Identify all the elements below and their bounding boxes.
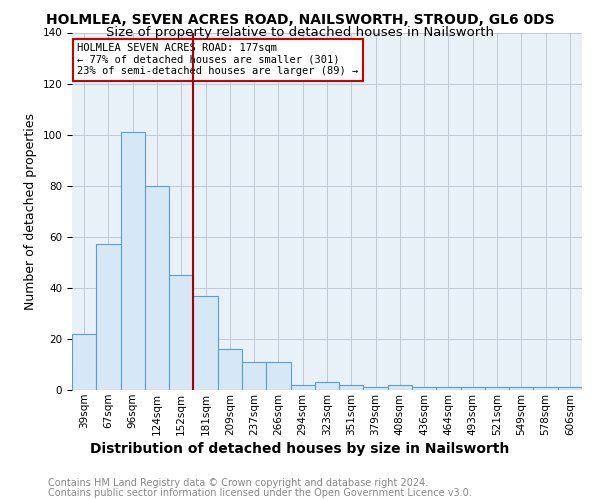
Bar <box>169 275 193 390</box>
Bar <box>558 388 582 390</box>
Bar <box>412 388 436 390</box>
Bar <box>485 388 509 390</box>
Bar <box>266 362 290 390</box>
Bar <box>96 244 121 390</box>
Text: HOLMLEA SEVEN ACRES ROAD: 177sqm
← 77% of detached houses are smaller (301)
23% : HOLMLEA SEVEN ACRES ROAD: 177sqm ← 77% o… <box>77 43 358 76</box>
Bar <box>145 186 169 390</box>
Bar <box>121 132 145 390</box>
Bar <box>388 385 412 390</box>
Bar <box>218 349 242 390</box>
Bar <box>461 388 485 390</box>
Text: Distribution of detached houses by size in Nailsworth: Distribution of detached houses by size … <box>91 442 509 456</box>
Bar <box>533 388 558 390</box>
Bar <box>242 362 266 390</box>
Bar <box>436 388 461 390</box>
Bar <box>72 334 96 390</box>
Bar <box>339 385 364 390</box>
Text: HOLMLEA, SEVEN ACRES ROAD, NAILSWORTH, STROUD, GL6 0DS: HOLMLEA, SEVEN ACRES ROAD, NAILSWORTH, S… <box>46 12 554 26</box>
Bar <box>290 385 315 390</box>
Text: Contains HM Land Registry data © Crown copyright and database right 2024.: Contains HM Land Registry data © Crown c… <box>48 478 428 488</box>
Y-axis label: Number of detached properties: Number of detached properties <box>24 113 37 310</box>
Text: Size of property relative to detached houses in Nailsworth: Size of property relative to detached ho… <box>106 26 494 39</box>
Bar <box>193 296 218 390</box>
Bar <box>509 388 533 390</box>
Bar <box>315 382 339 390</box>
Text: Contains public sector information licensed under the Open Government Licence v3: Contains public sector information licen… <box>48 488 472 498</box>
Bar <box>364 388 388 390</box>
